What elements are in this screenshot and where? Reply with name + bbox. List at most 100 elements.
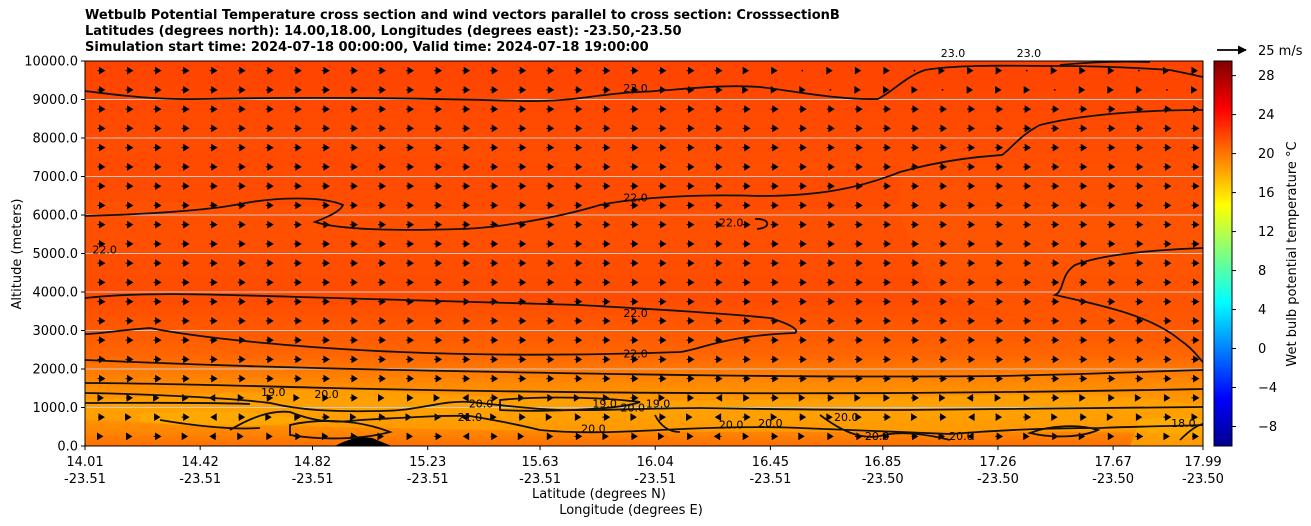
wind-vector bbox=[1023, 413, 1032, 422]
wind-vector bbox=[1051, 162, 1060, 171]
x-tick-label-longitude: -23.51 bbox=[407, 472, 449, 487]
wind-vector bbox=[967, 316, 976, 325]
wind-vector bbox=[181, 66, 190, 75]
wind-vector bbox=[574, 355, 583, 364]
wind-vector bbox=[209, 374, 218, 383]
wind-vector bbox=[181, 297, 190, 306]
wind-vector bbox=[125, 239, 134, 248]
wind-vector bbox=[1135, 182, 1144, 191]
wind-vector bbox=[518, 66, 527, 75]
wind-vector bbox=[462, 278, 471, 287]
wind-vector bbox=[237, 297, 246, 306]
wind-vector bbox=[518, 85, 527, 94]
colorbar-tick-label: −8 bbox=[1258, 420, 1277, 435]
wind-vector bbox=[910, 239, 919, 248]
wind-vector bbox=[1107, 393, 1115, 402]
wind-vector bbox=[321, 105, 330, 114]
wind-vector bbox=[1191, 182, 1200, 191]
wind-vector bbox=[209, 316, 218, 325]
x-tick-label-longitude: -23.51 bbox=[64, 472, 106, 487]
wind-vector bbox=[209, 124, 218, 133]
wind-vector bbox=[406, 259, 415, 268]
wind-vector bbox=[574, 220, 583, 229]
wind-vector bbox=[742, 66, 750, 75]
wind-vector bbox=[97, 336, 106, 345]
wind-vector bbox=[181, 162, 190, 171]
wind-vector bbox=[939, 105, 948, 114]
wind-vector bbox=[771, 66, 778, 75]
wind-vector bbox=[1106, 413, 1114, 422]
wind-vector bbox=[658, 393, 665, 402]
wind-vector bbox=[995, 85, 1002, 94]
wind-vector bbox=[714, 105, 723, 114]
contour-label: 22.0 bbox=[623, 192, 648, 205]
wind-vector bbox=[854, 162, 863, 171]
wind-vector bbox=[882, 220, 891, 229]
wind-vector bbox=[293, 66, 302, 75]
wind-vector bbox=[97, 143, 106, 152]
wind-vector bbox=[630, 259, 639, 268]
wind-vector bbox=[714, 162, 723, 171]
field-patch bbox=[900, 205, 1203, 324]
wind-vector bbox=[574, 143, 583, 152]
wind-vector bbox=[939, 239, 948, 248]
wind-vector bbox=[1078, 85, 1086, 94]
x-tick-label-latitude: 17.67 bbox=[1095, 455, 1132, 470]
wind-vector bbox=[153, 374, 162, 383]
wind-vector bbox=[181, 374, 190, 383]
wind-vector bbox=[939, 162, 948, 171]
contour-label: 22.0 bbox=[719, 217, 744, 230]
wind-vector bbox=[406, 316, 415, 325]
wind-vector bbox=[518, 239, 527, 248]
wind-vector bbox=[742, 355, 751, 364]
wind-vector bbox=[434, 316, 443, 325]
wind-vector bbox=[910, 297, 919, 306]
wind-vector bbox=[181, 182, 190, 191]
wind-vector bbox=[125, 182, 134, 191]
wind-vector bbox=[406, 85, 415, 94]
wind-vector bbox=[546, 278, 555, 287]
wind-vector bbox=[882, 105, 891, 114]
wind-vector bbox=[1051, 182, 1060, 191]
wind-vector bbox=[546, 316, 555, 325]
wind-vector bbox=[798, 278, 807, 287]
wind-vector bbox=[265, 259, 274, 268]
wind-vector bbox=[686, 336, 695, 345]
wind-vector bbox=[826, 220, 835, 229]
wind-vector bbox=[293, 220, 302, 229]
wind-vector bbox=[574, 316, 583, 325]
wind-vector bbox=[153, 297, 162, 306]
wind-vector bbox=[854, 278, 863, 287]
wind-vector bbox=[742, 278, 751, 287]
x-axis-label-longitude: Longitude (degrees E) bbox=[559, 503, 703, 518]
wind-vector bbox=[1135, 278, 1144, 287]
contour-line-22-upper bbox=[84, 109, 1204, 231]
wind-vector bbox=[378, 105, 386, 114]
wind-vector bbox=[995, 259, 1004, 268]
wind-vector bbox=[97, 259, 106, 268]
wind-vector bbox=[855, 413, 862, 422]
wind-vector bbox=[1107, 259, 1116, 268]
wind-vector bbox=[882, 316, 891, 325]
x-tick-label-latitude: 15.63 bbox=[521, 455, 558, 470]
wind-vector bbox=[602, 278, 611, 287]
wind-vector bbox=[687, 393, 695, 402]
wind-vector bbox=[490, 143, 499, 152]
wind-vector bbox=[995, 355, 1004, 364]
wind-vector bbox=[1137, 69, 1140, 72]
wind-vector bbox=[462, 201, 471, 210]
wind-vector bbox=[1025, 69, 1028, 72]
wind-vector bbox=[490, 124, 499, 133]
wind-vector bbox=[939, 220, 948, 229]
wind-vector bbox=[574, 278, 583, 287]
wind-vector bbox=[658, 66, 667, 75]
wind-vector bbox=[968, 413, 975, 422]
wind-vector bbox=[546, 143, 555, 152]
contour-label: 22.0 bbox=[623, 347, 648, 360]
wind-vector bbox=[1163, 432, 1170, 441]
wind-vector bbox=[1023, 85, 1031, 94]
wind-vector bbox=[1163, 413, 1172, 422]
wind-vector bbox=[293, 85, 302, 94]
wind-vector bbox=[658, 182, 667, 191]
wind-vector bbox=[882, 201, 891, 210]
